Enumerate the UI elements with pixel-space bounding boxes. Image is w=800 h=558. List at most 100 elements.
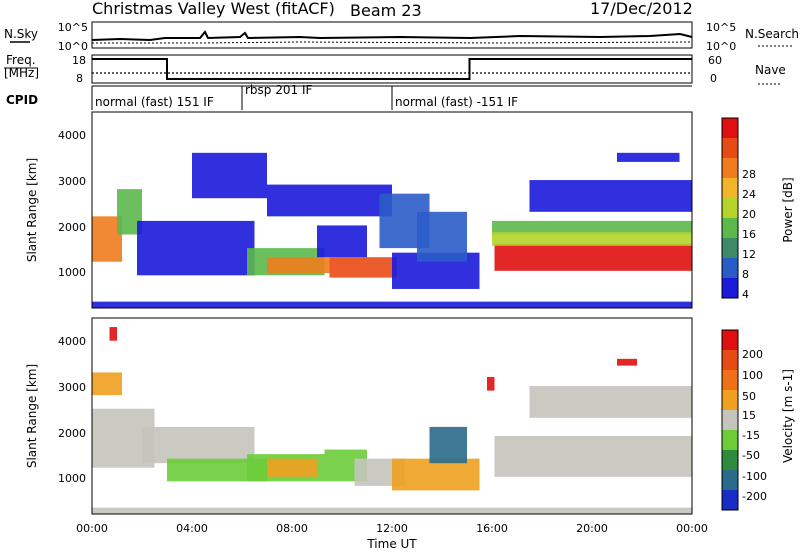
noise-search-trace xyxy=(92,41,693,44)
power-colorbar-swatch-0 xyxy=(722,118,738,139)
power-ylabel: Slant Range [km] xyxy=(25,158,39,262)
power-echo-region-14 xyxy=(492,232,692,246)
noise-left-label: N.Sky xyxy=(4,27,38,41)
power-echo-region-2 xyxy=(137,220,255,276)
velocity-echo-region-6 xyxy=(267,458,317,477)
velocity-colorbar-swatch-6 xyxy=(722,450,738,471)
power-ytick-4000: 4000 xyxy=(58,129,86,142)
power-echo-region-13 xyxy=(494,243,692,271)
power-echo-region-5 xyxy=(267,257,330,274)
power-colorbar-swatch-6 xyxy=(722,238,738,259)
power-echo-region-12 xyxy=(492,220,692,235)
freq-label-2: [MHz] xyxy=(4,66,39,80)
noise-panel: N.Sky N.Search 10^5 10^0 10^5 10^0 xyxy=(4,21,799,53)
vel-cb-tick-15: 15 xyxy=(742,409,756,422)
velocity-echo-region-9 xyxy=(392,458,480,491)
power-colorbar xyxy=(721,117,739,299)
power-panel: Slant Range [km] 4000 3000 2000 1000 Pow… xyxy=(25,111,795,309)
power-echo-region-15 xyxy=(529,180,692,212)
noise-tick-left-top: 10^5 xyxy=(58,21,88,34)
power-echo-region-8 xyxy=(317,225,367,258)
vel-cb-tick-m200: -200 xyxy=(742,490,767,503)
velocity-echo-region-11 xyxy=(494,435,692,477)
power-ytick-1000: 1000 xyxy=(58,266,86,279)
xtick-0400: 04:00 xyxy=(176,522,208,535)
velocity-echo-region-12 xyxy=(529,386,692,418)
station-title: Christmas Valley West (fitACF) xyxy=(92,0,335,18)
noise-tick-right-top: 10^5 xyxy=(706,21,736,34)
velocity-colorbar-swatch-1 xyxy=(722,350,738,371)
velocity-ylabel: Slant Range [km] xyxy=(25,364,39,468)
power-cb-tick-28: 28 xyxy=(742,168,756,181)
power-colorbar-swatch-8 xyxy=(722,278,738,299)
velocity-ytick-2000: 2000 xyxy=(58,427,86,440)
velocity-echo-region-3 xyxy=(142,426,255,464)
frequency-panel: Freq. [MHz] Nave 18 8 60 0 xyxy=(4,53,786,85)
cpid-segment-3: normal (fast) -151 IF xyxy=(395,95,518,109)
power-echo-region-7 xyxy=(329,257,397,278)
velocity-ytick-1000: 1000 xyxy=(58,472,86,485)
nave-tick-bottom: 0 xyxy=(710,72,717,85)
vel-cb-tick-m50: -50 xyxy=(742,449,760,462)
freq-tick-top: 18 xyxy=(72,54,86,67)
velocity-colorbar xyxy=(721,329,739,511)
power-cb-tick-20: 20 xyxy=(742,208,756,221)
vel-cb-tick-m15: -15 xyxy=(742,429,760,442)
date-label: 17/Dec/2012 xyxy=(590,0,693,18)
power-cb-tick-16: 16 xyxy=(742,228,756,241)
noise-sky-trace xyxy=(91,30,693,42)
velocity-echo-region-2 xyxy=(109,327,117,341)
freq-tick-bottom: 8 xyxy=(76,72,83,85)
power-cb-tick-8: 8 xyxy=(742,268,749,281)
cpid-segment-1: normal (fast) 151 IF xyxy=(95,95,214,109)
power-cb-tick-12: 12 xyxy=(742,248,756,261)
power-colorbar-frame xyxy=(721,117,739,299)
velocity-colorbar-swatch-3 xyxy=(722,390,738,411)
x-axis-title: Time UT xyxy=(366,537,417,551)
velocity-colorbar-swatch-8 xyxy=(722,490,738,511)
xtick-0000: 00:00 xyxy=(76,522,108,535)
velocity-panel: Slant Range [km] 4000 3000 2000 1000 Vel… xyxy=(25,317,795,515)
power-cb-tick-4: 4 xyxy=(742,288,749,301)
beam-label: Beam 23 xyxy=(350,1,422,20)
vel-cb-tick-50: 50 xyxy=(742,390,756,403)
velocity-echo-region-4 xyxy=(167,458,267,482)
xtick-2400: 00:00 xyxy=(676,522,708,535)
vel-cb-tick-100: 100 xyxy=(742,369,763,382)
cpid-label: CPID xyxy=(6,93,38,107)
velocity-colorbar-swatch-7 xyxy=(722,470,738,491)
noise-right-label: N.Search xyxy=(745,27,799,41)
velocity-colorbar-swatch-2 xyxy=(722,370,738,391)
cpid-segment-2: rbsp 201 IF xyxy=(245,83,312,97)
nave-label: Nave xyxy=(755,63,786,77)
velocity-echo-region-15 xyxy=(92,507,692,514)
velocity-echo-region-1 xyxy=(92,372,122,396)
velocity-colorbar-swatch-0 xyxy=(722,330,738,351)
power-colorbar-swatch-3 xyxy=(722,178,738,199)
power-colorbar-swatch-5 xyxy=(722,218,738,239)
power-cb-tick-24: 24 xyxy=(742,188,756,201)
power-echo-region-11 xyxy=(417,211,467,262)
power-echo-region-6 xyxy=(267,184,392,217)
power-echo-region-16 xyxy=(617,152,680,162)
velocity-echo-region-10 xyxy=(429,426,467,464)
x-axis: 00:00 04:00 08:00 12:00 16:00 20:00 00:0… xyxy=(76,522,708,551)
velocity-ytick-4000: 4000 xyxy=(58,335,86,348)
velocity-ytick-3000: 3000 xyxy=(58,381,86,394)
power-colorbar-swatch-2 xyxy=(722,158,738,179)
velocity-colorbar-swatch-4 xyxy=(722,410,738,431)
vel-cb-tick-m100: -100 xyxy=(742,470,767,483)
xtick-0800: 08:00 xyxy=(276,522,308,535)
xtick-2000: 20:00 xyxy=(576,522,608,535)
velocity-echo-region-14 xyxy=(487,376,495,391)
noise-tick-right-bottom: 10^0 xyxy=(706,40,736,53)
power-ytick-3000: 3000 xyxy=(58,175,86,188)
nave-tick-top: 60 xyxy=(708,54,722,67)
power-colorbar-swatch-7 xyxy=(722,258,738,279)
power-colorbar-swatch-1 xyxy=(722,138,738,159)
freq-label-1: Freq. xyxy=(6,53,36,67)
velocity-colorbar-frame xyxy=(721,329,739,511)
velocity-echo-region-13 xyxy=(617,358,637,366)
noise-tick-left-bottom: 10^0 xyxy=(58,40,88,53)
